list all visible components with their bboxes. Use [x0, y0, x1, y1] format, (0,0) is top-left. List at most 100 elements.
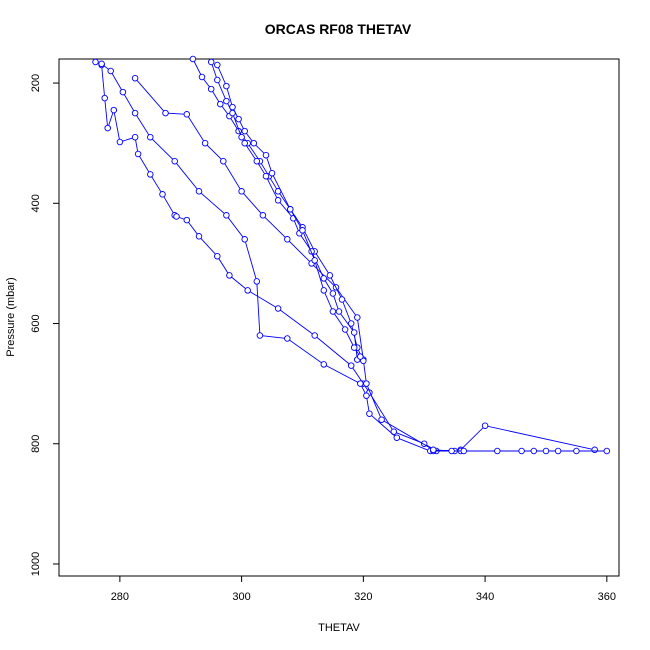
data-point	[320, 361, 328, 368]
y-tick-label: 1000	[30, 552, 42, 576]
series-line	[101, 63, 607, 452]
y-tick-label: 600	[30, 314, 42, 332]
data-point	[214, 76, 221, 84]
data-point	[183, 111, 191, 118]
data-point	[262, 172, 270, 180]
data-point	[354, 314, 361, 321]
data-point	[131, 74, 139, 82]
data-point	[104, 124, 111, 132]
data-point	[171, 157, 178, 165]
data-point	[162, 109, 169, 117]
data-point	[347, 320, 355, 327]
data-point	[262, 151, 270, 159]
data-point	[241, 236, 248, 243]
data-point	[366, 410, 373, 417]
data-point	[207, 58, 215, 66]
y-tick-label: 800	[30, 435, 42, 453]
data-point	[173, 213, 180, 220]
series-3	[131, 74, 468, 455]
data-point	[253, 157, 261, 165]
data-point	[223, 97, 230, 105]
data-point	[363, 380, 370, 387]
data-point	[363, 392, 370, 399]
x-axis: 280 300 320 340 360	[111, 576, 616, 603]
data-point	[235, 115, 242, 123]
data-point	[347, 362, 355, 369]
data-point	[320, 275, 328, 282]
data-point	[131, 133, 139, 141]
data-point	[195, 188, 203, 195]
series-4	[189, 55, 367, 365]
series-line	[216, 64, 361, 357]
data-point	[591, 446, 598, 454]
data-point	[147, 171, 154, 178]
y-axis: 200 400 600 800 1000	[30, 74, 59, 576]
data-point	[393, 434, 401, 441]
series-line	[134, 77, 464, 452]
y-tick-label: 400	[30, 194, 42, 212]
data-point	[341, 326, 349, 333]
data-point	[223, 212, 230, 219]
data-point	[481, 422, 489, 429]
data-point	[250, 139, 258, 147]
data-point	[460, 447, 468, 455]
data-point	[430, 446, 437, 454]
data-point	[357, 380, 364, 387]
data-point	[92, 58, 99, 66]
data-point	[530, 447, 538, 455]
data-point	[338, 296, 346, 303]
data-point	[241, 139, 248, 147]
data-point	[603, 447, 611, 455]
data-point	[201, 139, 209, 147]
data-point	[116, 138, 124, 146]
data-point	[542, 447, 550, 455]
data-point	[259, 212, 267, 219]
data-point	[326, 272, 334, 279]
x-tick-label: 300	[232, 591, 250, 603]
data-point	[131, 109, 139, 117]
data-point	[284, 335, 291, 342]
data-point	[214, 61, 221, 69]
data-point	[287, 206, 294, 213]
data-point	[244, 287, 251, 294]
data-point	[350, 329, 358, 336]
data-point	[274, 305, 282, 312]
data-point	[101, 94, 108, 102]
data-point	[183, 216, 191, 224]
data-point	[573, 447, 580, 455]
y-axis-label: Pressure (mbar)	[5, 277, 17, 356]
data-point	[299, 227, 306, 234]
y-tick-label: 200	[30, 74, 42, 92]
data-point	[320, 287, 328, 294]
data-point	[98, 60, 105, 68]
data-point	[110, 106, 118, 114]
series-layer	[92, 55, 611, 455]
data-point	[335, 308, 343, 315]
data-point	[238, 133, 245, 141]
data-point	[226, 272, 233, 279]
data-point	[494, 447, 501, 455]
data-point	[253, 278, 261, 285]
data-point	[378, 416, 385, 423]
data-point	[119, 88, 127, 96]
data-point	[448, 447, 455, 455]
data-point	[147, 133, 154, 141]
data-point	[207, 85, 215, 93]
data-point	[329, 308, 337, 315]
x-tick-label: 320	[354, 591, 372, 603]
data-point	[311, 332, 318, 339]
plot-frame	[58, 58, 620, 577]
series-6	[214, 61, 364, 360]
data-point	[241, 127, 248, 135]
data-point	[159, 191, 166, 198]
data-point	[518, 447, 525, 455]
chart-title: ORCAS RF08 THETAV	[265, 21, 412, 37]
data-point	[350, 344, 358, 351]
data-point	[223, 82, 230, 90]
data-point	[198, 73, 206, 81]
series-1	[92, 58, 598, 455]
data-point	[134, 150, 142, 158]
data-point	[195, 233, 203, 240]
data-point	[329, 290, 337, 297]
